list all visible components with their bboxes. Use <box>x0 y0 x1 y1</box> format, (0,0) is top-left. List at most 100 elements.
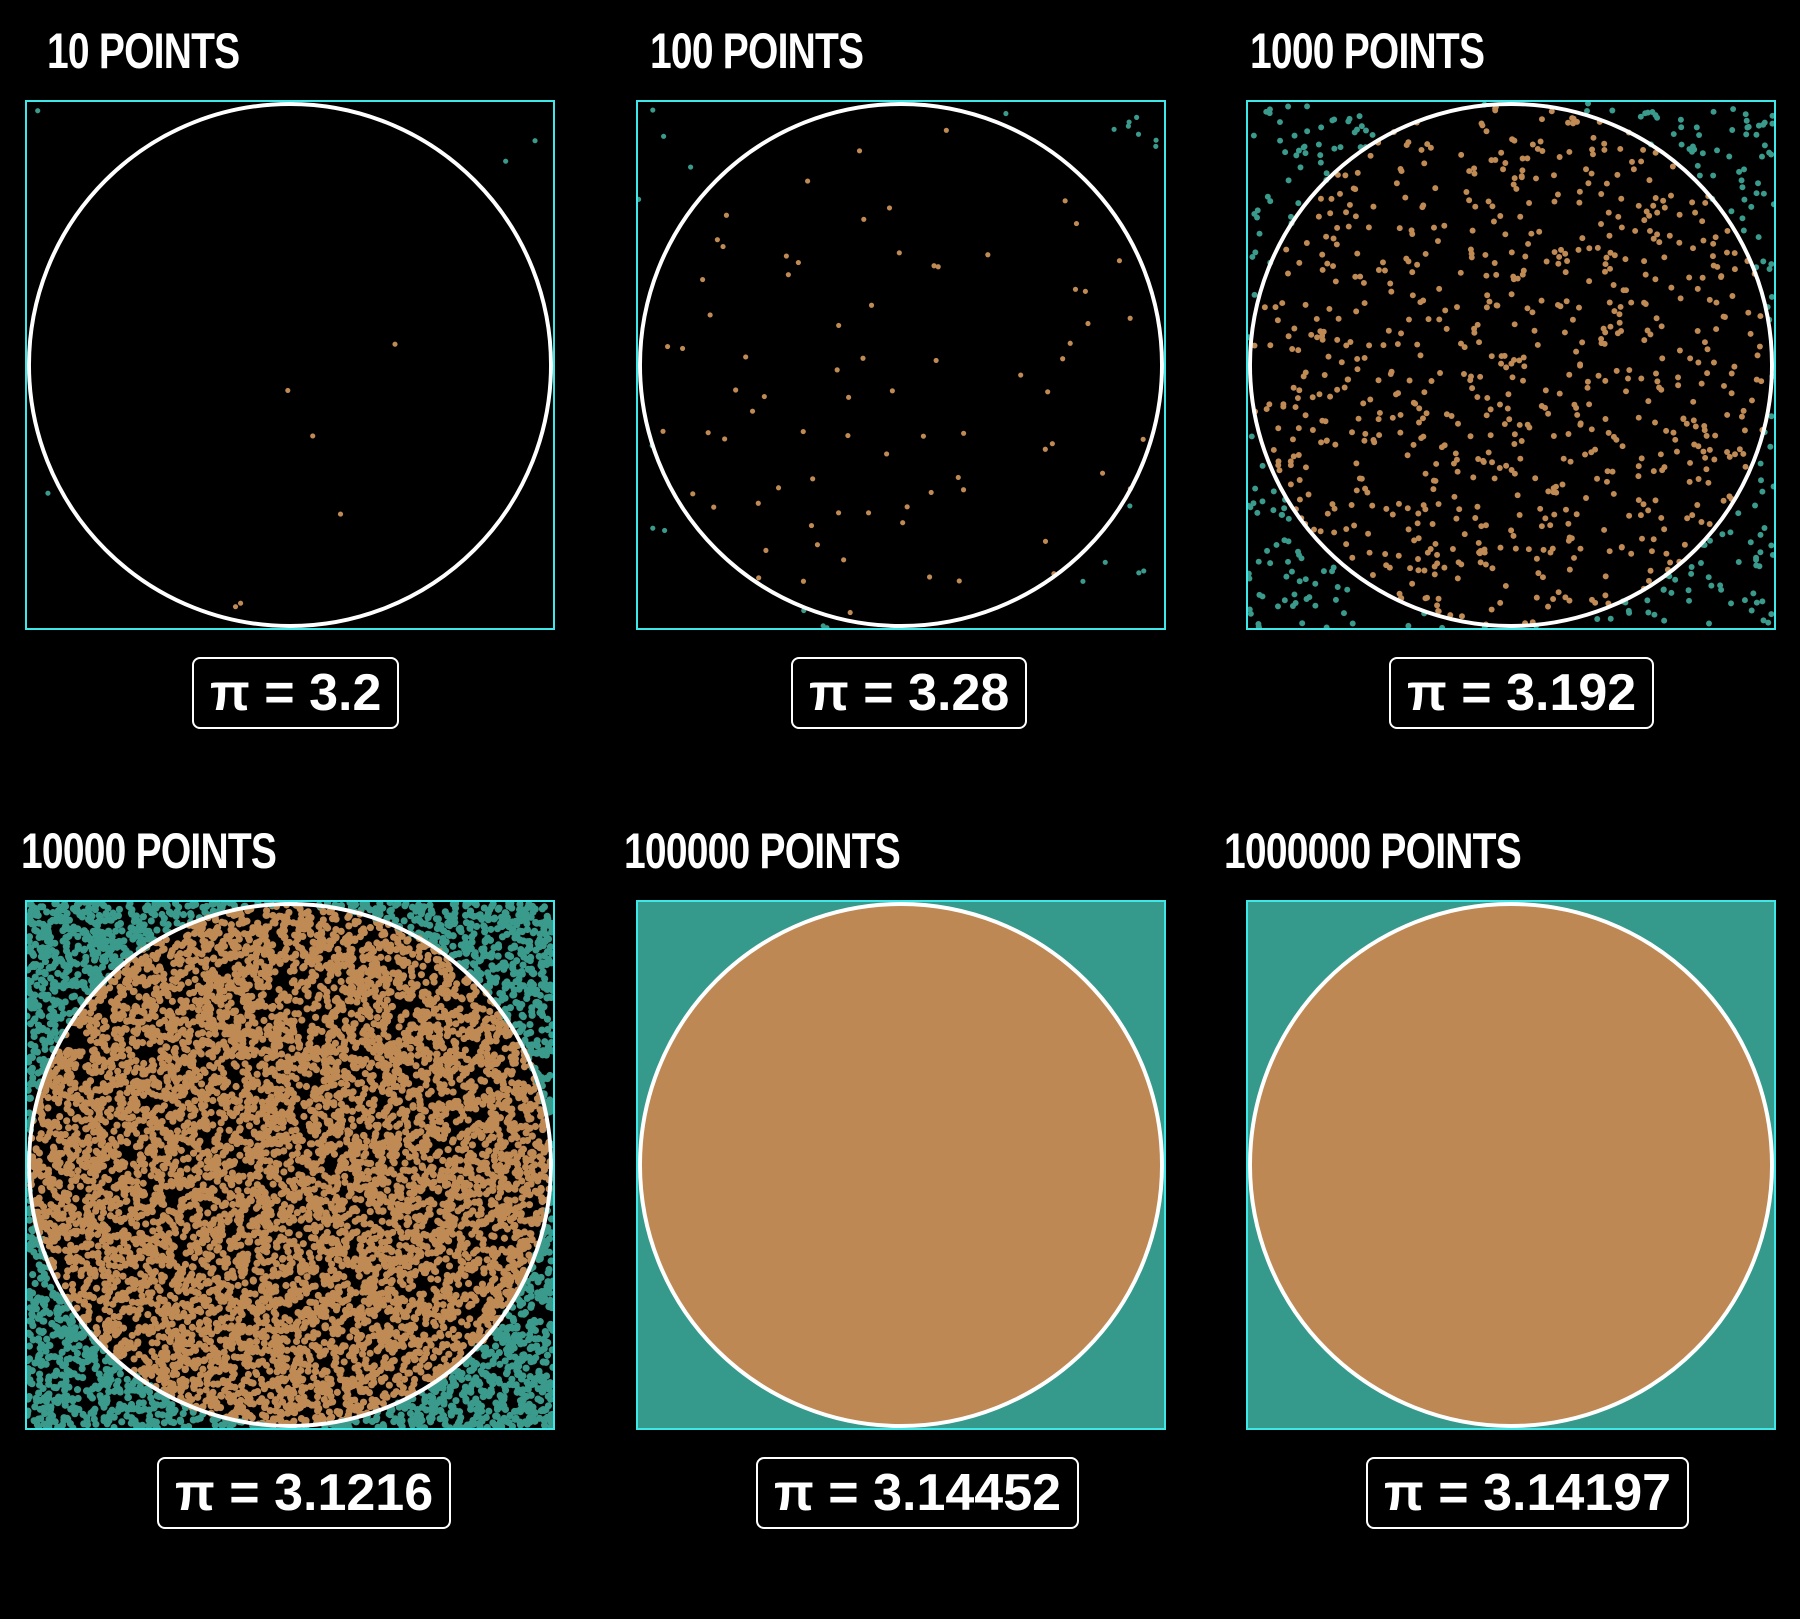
outside-point <box>1765 619 1772 626</box>
outside-point <box>1742 111 1749 118</box>
inside-point <box>1300 373 1307 380</box>
inside-point <box>1422 470 1429 477</box>
inside-point <box>1619 443 1626 450</box>
inside-point <box>354 1321 362 1329</box>
outside-point <box>1748 607 1755 614</box>
plot-canvas <box>27 902 553 1428</box>
inside-point <box>1709 253 1716 260</box>
outside-point <box>1405 622 1412 628</box>
inside-point <box>1405 526 1412 533</box>
inside-point <box>63 1117 71 1125</box>
inside-point <box>1566 371 1573 378</box>
inside-point <box>303 1273 311 1281</box>
inside-point <box>1724 411 1731 418</box>
inside-point <box>1713 299 1720 306</box>
sample-points <box>638 107 1159 628</box>
outside-point <box>485 1407 493 1415</box>
inside-point <box>1406 377 1413 384</box>
outside-point <box>515 1332 523 1340</box>
inside-point <box>1645 577 1652 584</box>
inside-point <box>1512 545 1519 552</box>
inside-point <box>434 1275 442 1284</box>
inside-point <box>1710 359 1717 366</box>
inside-point <box>1474 394 1481 401</box>
inside-point <box>1343 342 1350 349</box>
outside-point <box>1297 164 1304 171</box>
inside-point <box>1555 589 1562 596</box>
inside-point <box>1500 166 1507 173</box>
inside-point <box>1267 342 1274 349</box>
inside-point <box>197 1080 206 1088</box>
outside-point <box>1439 624 1446 628</box>
outside-point <box>1644 597 1651 604</box>
outside-point <box>1693 124 1700 131</box>
inside-point <box>1396 225 1403 232</box>
inside-point <box>1506 416 1513 423</box>
outside-point <box>1761 119 1768 126</box>
inside-point <box>775 485 782 491</box>
inside-point <box>1645 398 1652 405</box>
outside-point <box>1755 122 1762 129</box>
inside-point <box>1669 163 1676 170</box>
outside-point <box>1256 230 1263 237</box>
inside-point <box>1606 548 1613 555</box>
inside-point <box>1590 134 1597 141</box>
outside-point <box>1745 123 1752 130</box>
outside-point <box>1337 144 1344 151</box>
inside-point <box>1318 439 1325 446</box>
inside-point <box>1305 491 1312 498</box>
inside-point <box>1493 302 1500 309</box>
inside-point <box>1366 342 1373 349</box>
inside-point <box>310 1062 318 1070</box>
inside-point <box>1558 246 1564 253</box>
inside-point <box>1367 152 1374 159</box>
outside-point <box>820 623 826 628</box>
outside-point <box>36 1370 44 1378</box>
outside-point <box>1736 168 1743 175</box>
inside-point <box>1341 384 1348 391</box>
inside-point <box>1352 273 1359 280</box>
inside-point <box>733 387 739 393</box>
inside-point <box>720 244 726 250</box>
inside-point <box>1663 550 1670 557</box>
inside-point <box>1568 535 1575 542</box>
inside-point <box>1588 170 1595 177</box>
inside-point <box>1458 151 1465 158</box>
inside-point <box>1556 154 1563 160</box>
inside-point <box>1607 265 1614 272</box>
inside-point <box>1275 462 1282 469</box>
inside-point <box>1533 175 1539 182</box>
inside-point <box>1615 213 1622 220</box>
inside-point <box>1443 325 1450 332</box>
inside-point <box>1698 519 1705 525</box>
panel-10000-points: 10000 POINTS π = 3.1216 <box>21 800 585 1560</box>
outside-point <box>1678 141 1685 148</box>
inside-point <box>1660 197 1667 204</box>
inside-point <box>1538 403 1545 409</box>
inside-point <box>961 430 967 436</box>
inside-point <box>1661 254 1668 261</box>
outside-point <box>1685 587 1692 594</box>
inside-point <box>1670 429 1677 436</box>
outside-point <box>1302 150 1309 157</box>
inside-point <box>1551 249 1558 256</box>
inside-point <box>1343 526 1350 533</box>
inside-point <box>1522 253 1529 260</box>
inside-point <box>1354 250 1361 257</box>
inside-point <box>1550 596 1557 602</box>
inside-point <box>1618 195 1625 202</box>
inside-point <box>1505 391 1512 398</box>
inside-point <box>1635 463 1642 470</box>
outside-point <box>1302 576 1309 583</box>
inside-point <box>1551 511 1558 518</box>
outside-point <box>1270 488 1277 495</box>
inside-point <box>707 312 713 318</box>
inside-point <box>1526 200 1533 207</box>
inside-point <box>664 343 671 350</box>
outside-point <box>1753 554 1760 561</box>
inside-point <box>1482 561 1489 568</box>
outside-point <box>1768 261 1774 268</box>
panel-title: 10 POINTS <box>47 23 240 79</box>
outside-point <box>1739 215 1746 222</box>
outside-point <box>1323 170 1330 177</box>
